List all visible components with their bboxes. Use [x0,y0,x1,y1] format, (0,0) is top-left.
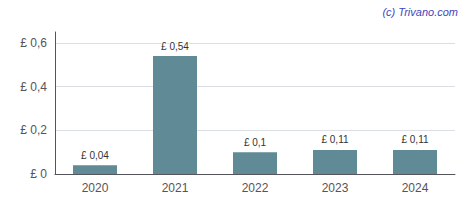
svg-text:£ 0: £ 0 [30,167,47,181]
svg-text:£ 0,6: £ 0,6 [20,36,47,50]
svg-text:£ 0,1: £ 0,1 [244,137,267,148]
svg-text:£ 0,54: £ 0,54 [161,41,189,52]
svg-text:2021: 2021 [162,181,189,195]
svg-text:2024: 2024 [402,181,429,195]
svg-text:£ 0,04: £ 0,04 [81,150,109,161]
svg-text:(c) Trivano.com: (c) Trivano.com [382,6,458,18]
svg-text:£ 0,11: £ 0,11 [321,134,348,145]
svg-text:2022: 2022 [242,181,269,195]
svg-text:£ 0,4: £ 0,4 [20,80,47,94]
svg-text:£ 0,11: £ 0,11 [401,134,428,145]
svg-text:2020: 2020 [82,181,109,195]
svg-text:£ 0,2: £ 0,2 [20,123,47,137]
svg-text:2023: 2023 [322,181,349,195]
